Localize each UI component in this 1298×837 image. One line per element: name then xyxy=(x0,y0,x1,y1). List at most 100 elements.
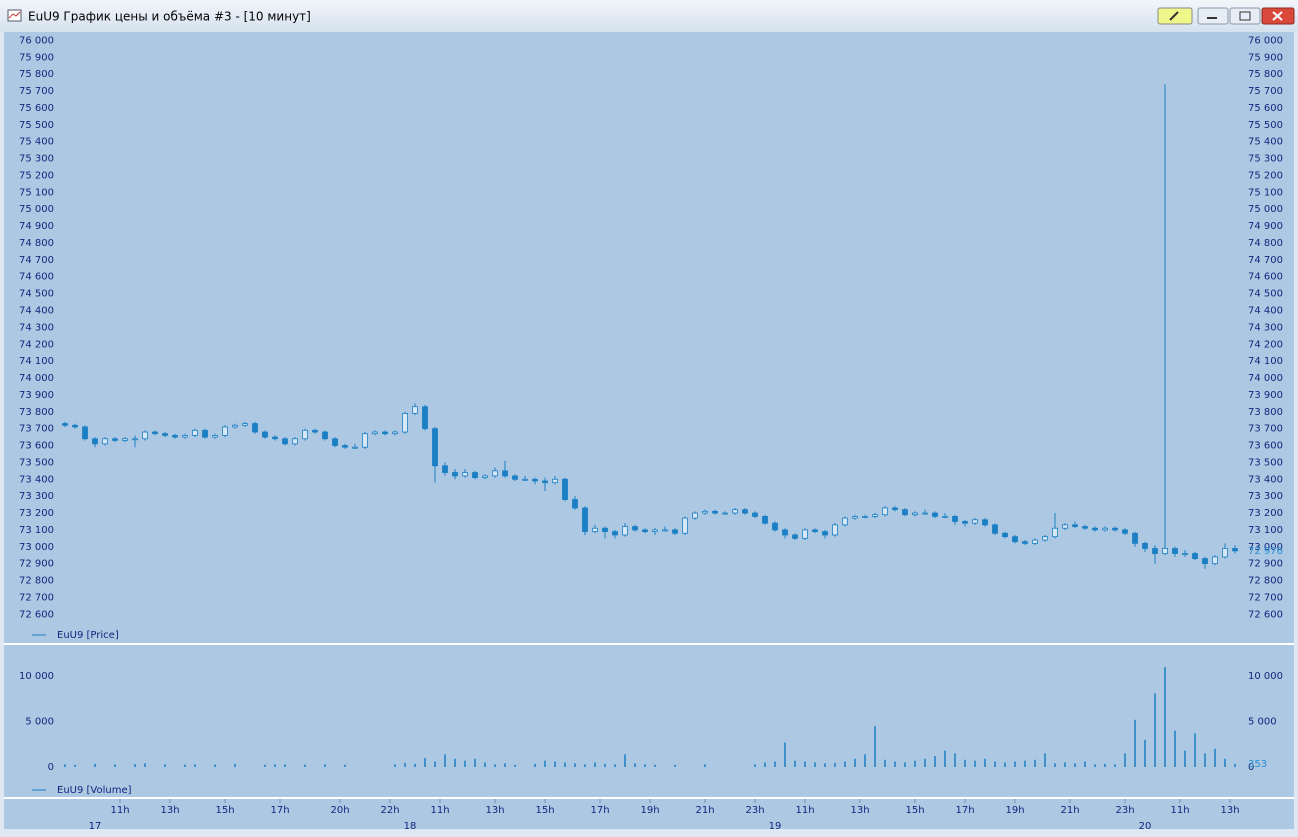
volume-bar xyxy=(1014,761,1016,767)
candle-body xyxy=(692,512,698,519)
volume-bar xyxy=(864,754,866,767)
candle-body xyxy=(1062,524,1068,529)
candle-body xyxy=(782,529,788,536)
volume-bar xyxy=(604,763,606,767)
candle-body xyxy=(212,434,218,438)
y-tick-label: 74 800 xyxy=(19,238,54,249)
candle-body xyxy=(1182,553,1188,555)
candle-body xyxy=(382,431,388,435)
y-tick-label-right: 73 500 xyxy=(1248,457,1283,468)
candle-body xyxy=(442,465,448,473)
candle-body xyxy=(402,413,408,433)
y-tick-label: 10 000 xyxy=(19,671,54,682)
candle-body xyxy=(412,406,418,414)
y-tick-label: 73 600 xyxy=(19,441,54,452)
maximize-button[interactable] xyxy=(1229,7,1261,25)
candle-body xyxy=(132,438,138,441)
candle-body xyxy=(832,524,838,536)
y-tick-label: 73 700 xyxy=(19,424,54,435)
volume-bar xyxy=(1174,730,1176,767)
y-tick-label-right: 73 700 xyxy=(1248,424,1283,435)
y-tick-label: 73 000 xyxy=(19,542,54,553)
x-tick-label: 13h xyxy=(850,805,869,816)
y-tick-label-right: 73 400 xyxy=(1248,474,1283,485)
y-tick-label: 75 400 xyxy=(19,137,54,148)
candle-body xyxy=(452,472,458,477)
volume-bar xyxy=(984,758,986,767)
y-tick-label-right: 74 400 xyxy=(1248,305,1283,316)
y-tick-label-right: 74 100 xyxy=(1248,356,1283,367)
x-tick-label: 13h xyxy=(1220,805,1239,816)
y-tick-label-right: 10 000 xyxy=(1248,671,1283,682)
volume-bar xyxy=(614,764,616,767)
volume-bar xyxy=(74,764,76,767)
volume-bar xyxy=(804,761,806,767)
candle-body xyxy=(1082,526,1088,529)
volume-bar xyxy=(1084,761,1086,767)
volume-bar xyxy=(544,760,546,767)
volume-bar xyxy=(1124,753,1126,767)
candle-body xyxy=(902,509,908,516)
candle-body xyxy=(822,531,828,536)
volume-bar xyxy=(284,764,286,767)
y-tick-label-right: 74 200 xyxy=(1248,339,1283,350)
volume-bar xyxy=(1214,748,1216,767)
title-bar xyxy=(0,0,1298,32)
y-tick-label: 75 800 xyxy=(19,69,54,80)
y-tick-label: 73 300 xyxy=(19,491,54,502)
date-label: 20 xyxy=(1139,821,1152,832)
candle-body xyxy=(1012,536,1018,543)
candle-body xyxy=(262,431,268,438)
y-tick-label-right: 0 xyxy=(1248,762,1254,773)
volume-bar xyxy=(474,758,476,767)
y-tick-label: 75 900 xyxy=(19,52,54,63)
y-tick-label-right: 72 900 xyxy=(1248,559,1283,570)
candle-body xyxy=(1132,532,1138,544)
volume-bar xyxy=(1114,764,1116,767)
candle-body xyxy=(1072,524,1078,527)
volume-bar xyxy=(514,764,516,767)
y-tick-label-right: 73 800 xyxy=(1248,407,1283,418)
candle-body xyxy=(252,423,258,433)
y-tick-label-right: 76 000 xyxy=(1248,35,1283,46)
volume-bar xyxy=(1054,763,1056,767)
candle-body xyxy=(1112,527,1118,531)
y-tick-label: 72 700 xyxy=(19,592,54,603)
candle-body xyxy=(722,512,728,515)
volume-bar xyxy=(934,756,936,767)
y-tick-label: 75 500 xyxy=(19,120,54,131)
y-tick-label-right: 75 900 xyxy=(1248,52,1283,63)
volume-bar xyxy=(1064,762,1066,767)
candle-body xyxy=(472,472,478,478)
volume-bar xyxy=(674,764,676,767)
y-tick-label: 74 900 xyxy=(19,221,54,232)
volume-bar xyxy=(584,764,586,767)
candle-body xyxy=(482,475,488,478)
y-tick-label: 0 xyxy=(48,762,54,773)
window-title: EuU9 График цены и объёма #3 - [10 минут… xyxy=(28,10,311,24)
volume-bar xyxy=(534,763,536,767)
volume-bar xyxy=(924,758,926,767)
last-volume-label: 353 xyxy=(1248,759,1267,770)
candle-body xyxy=(1172,548,1178,554)
x-tick-label: 17h xyxy=(955,805,974,816)
candle-body xyxy=(532,478,538,482)
volume-bar xyxy=(814,762,816,767)
volume-bar xyxy=(304,764,306,767)
volume-bar xyxy=(504,763,506,767)
candle-body xyxy=(642,529,648,533)
minimize-button[interactable] xyxy=(1197,7,1229,25)
x-tick-label: 22h xyxy=(380,805,399,816)
candle-body xyxy=(352,446,358,449)
candle-body xyxy=(1232,548,1238,552)
candle-body xyxy=(922,512,928,515)
y-tick-label: 75 200 xyxy=(19,170,54,181)
candle-body xyxy=(562,478,568,500)
volume-bar xyxy=(874,726,876,767)
volume-bar xyxy=(444,754,446,767)
volume-bar xyxy=(344,764,346,767)
volume-bar xyxy=(394,764,396,767)
x-tick-label: 19h xyxy=(1005,805,1024,816)
